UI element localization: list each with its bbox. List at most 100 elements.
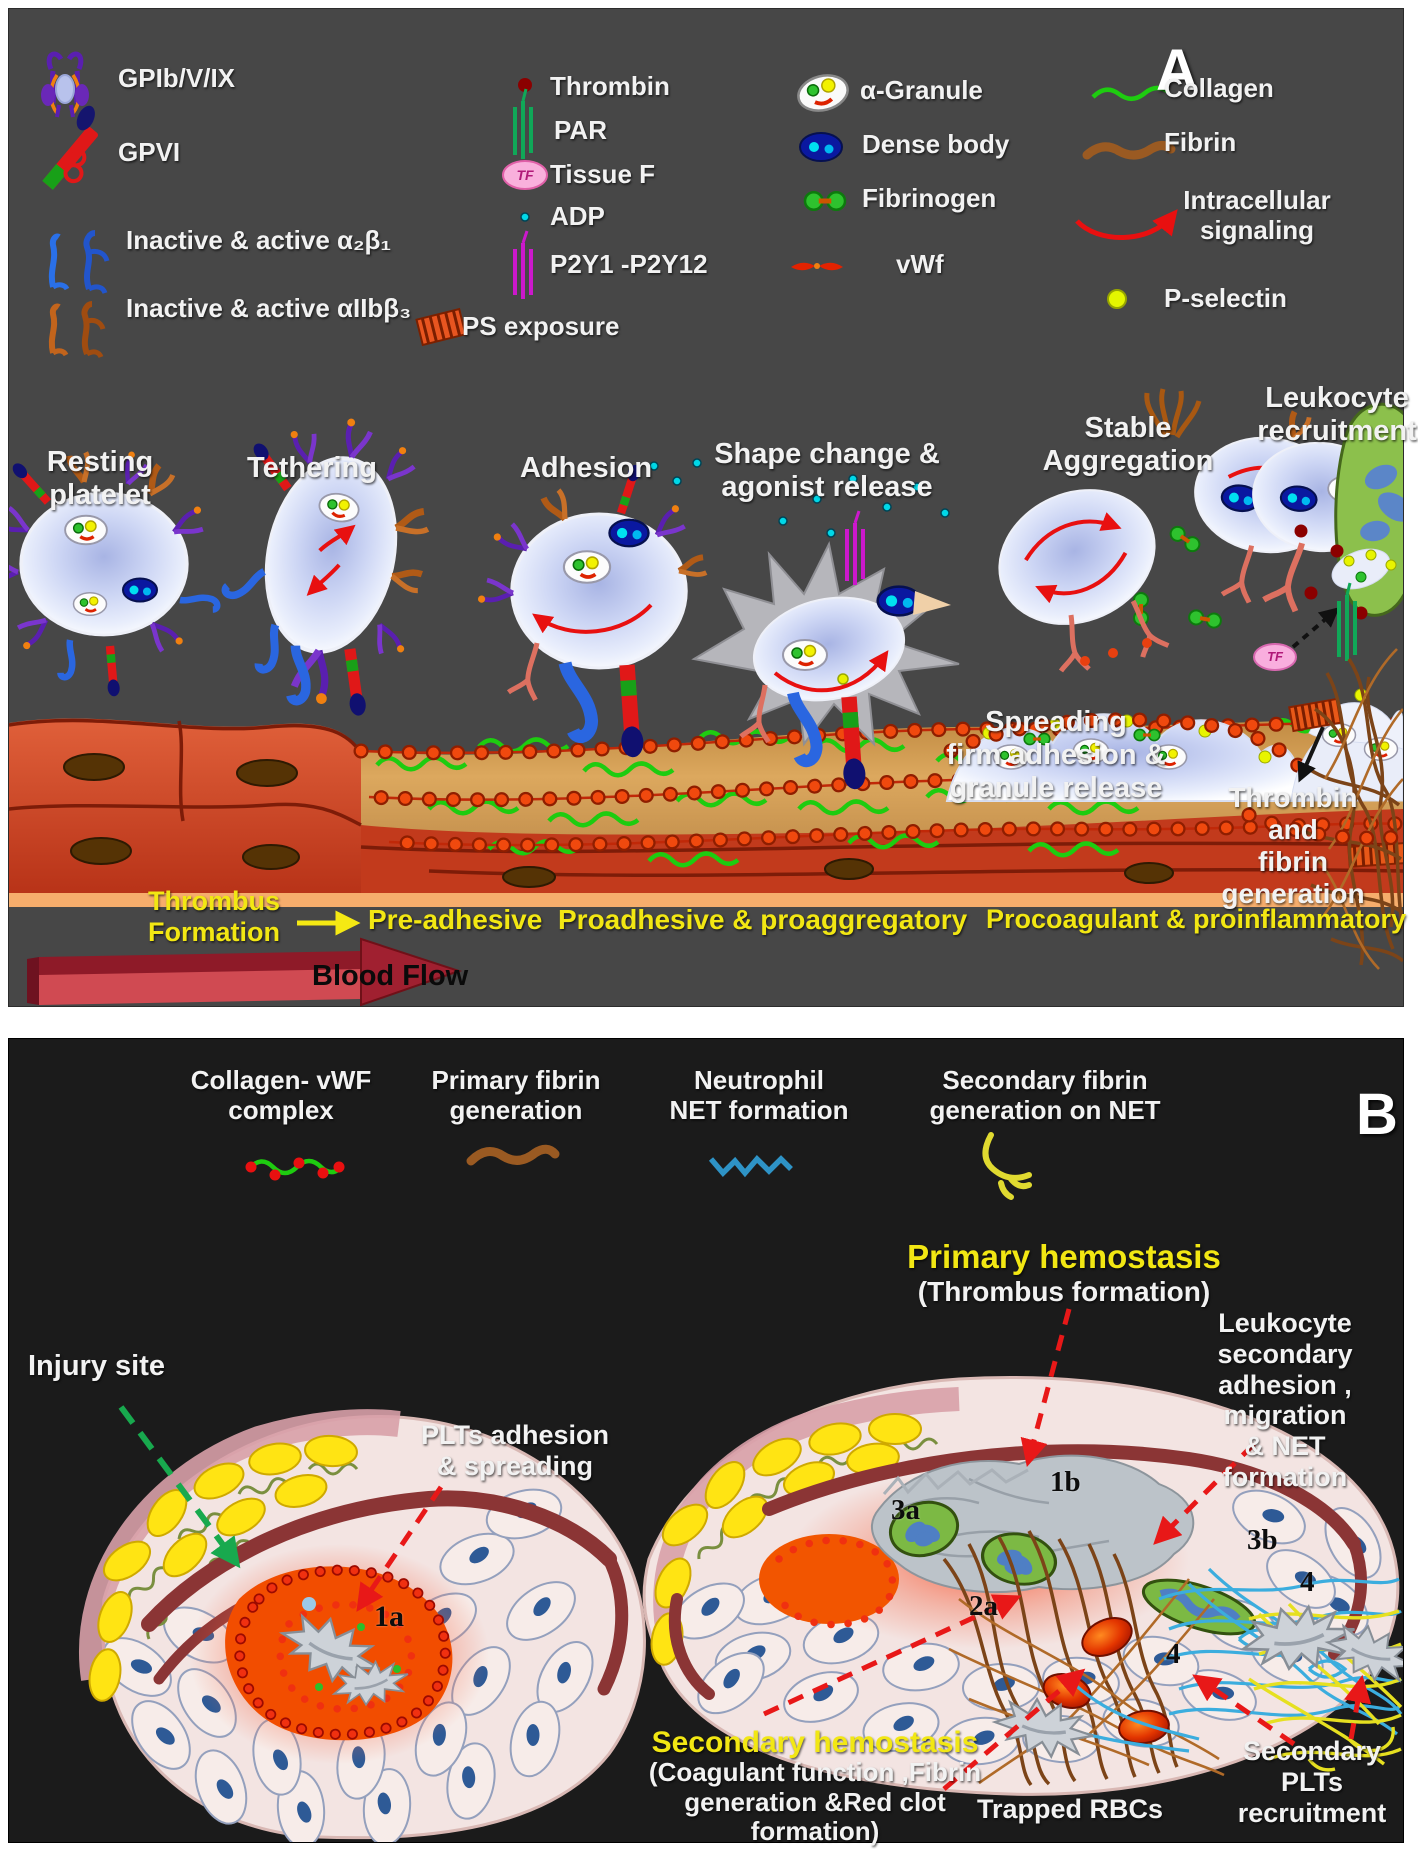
thrombin-icon: [518, 78, 532, 92]
secondary-hemostasis-arrow: [762, 1594, 1022, 1717]
panel-a-illustration: TF: [9, 51, 1403, 1006]
fibrinogen-icon: [803, 191, 847, 211]
secondary-plts-label: Secondary PLTs recruitment: [1237, 1736, 1387, 1828]
secondary-hemostasis-sub: (Coagulant function ,Fibrin generation &…: [648, 1757, 982, 1847]
legend-label-tissuef: Tissue F: [550, 159, 656, 189]
platelet-resting: [9, 451, 219, 697]
phase-preadhesive: Pre-adhesive: [368, 904, 543, 935]
secondary-plts-arrow-2: [1344, 1674, 1372, 1740]
stage-leukocyte: Leukocyte recruitment: [1257, 382, 1417, 448]
alpha-granule-icon: [797, 74, 849, 112]
alphaIIb-cluster: [1144, 388, 1202, 439]
legend-label-gpib: GPIb/V/IX: [118, 63, 236, 93]
p-selectin-icon: [1107, 289, 1127, 309]
legend-label-ps: PS exposure: [462, 311, 620, 341]
tissue-factor: TF: [1253, 643, 1297, 671]
plts-adhesion-label: PLTs adhesion & spreading: [420, 1420, 610, 1481]
ps-exposure-patch: [1288, 697, 1342, 733]
tf-arrow: [1291, 607, 1340, 649]
stage-aggregation: Stable Aggregation: [1042, 412, 1214, 478]
platelet-shape-change: [691, 474, 960, 790]
dense-body-icon: [799, 132, 843, 162]
legend-b-neutrophil-net: Neutrophil NET formation: [669, 1065, 849, 1125]
panel-b-label: B: [1356, 1082, 1398, 1147]
neutrophil-net-icon: [708, 1154, 793, 1178]
panel-b-illustration: [79, 1132, 1403, 1842]
legend-label-thrombin: Thrombin: [550, 71, 670, 101]
p2y-receptor: [845, 510, 865, 585]
blood-flow-arrow: [27, 937, 463, 1006]
panel-a: TF: [8, 8, 1404, 1007]
left-vessel: [79, 1405, 646, 1842]
secondary-hemostasis-label: Secondary hemostasis: [651, 1726, 979, 1759]
legend-icons: TF: [41, 51, 1178, 359]
legend-label-densebody: Dense body: [862, 129, 1010, 159]
alphaIIbbeta3-icon: [48, 301, 106, 359]
procoagulant-zone: TF: [1241, 402, 1403, 970]
legend-label-fibrin: Fibrin: [1164, 127, 1237, 157]
leukocyte-net-arrow: [1153, 1442, 1256, 1545]
secondary-plts-arrow: [1192, 1674, 1296, 1747]
intracellular-signaling-icon: [1075, 209, 1178, 240]
panel-b: [8, 1038, 1404, 1843]
blood-flow-label: Blood Flow: [312, 960, 469, 992]
legend-icons-b: [245, 1132, 1032, 1200]
marker-2a: 2a: [969, 1590, 998, 1622]
timeline-title: Thrombus Formation: [148, 886, 280, 947]
injury-site-label: Injury site: [28, 1350, 165, 1382]
ps-exposure-icon: [415, 307, 467, 347]
collagen-vwf-complex-icon: [245, 1157, 345, 1181]
phase-procoagulant: Procoagulant & proinflammatory: [986, 904, 1407, 934]
collagen-icon: [1091, 85, 1169, 101]
gpvi-receptor-icon: [42, 105, 98, 190]
legend-label-par: PAR: [554, 115, 607, 145]
legend-label-vwf: vWf: [896, 249, 944, 279]
legend-b-collagen-vwf: Collagen- vWF complex: [190, 1065, 372, 1125]
tissue-factor-icon: TF: [502, 160, 548, 190]
legend-label-gpvi: GPVI: [118, 137, 181, 167]
primary-hemostasis-label: Primary hemostasis: [907, 1238, 1221, 1275]
gpib-receptor-icon: [41, 51, 89, 118]
platelet-tethering: [200, 399, 450, 717]
fibrin-mesh: [1298, 648, 1403, 970]
vwf-icon: [791, 262, 843, 271]
fibrin-pointer-arrow: [1297, 726, 1325, 783]
legend-label-fibrinogen: Fibrinogen: [862, 183, 997, 213]
legend-label-p2y: P2Y1 -P2Y12: [550, 249, 708, 279]
fibrin-icon: [1082, 141, 1176, 160]
plts-adhesion-arrow: [356, 1485, 444, 1612]
primary-fibrin-icon: [466, 1144, 560, 1166]
marker-3b: 3b: [1247, 1524, 1278, 1556]
stage-adhesion: Adhesion: [519, 452, 653, 484]
stage-shape-change: Shape change & agonist release: [714, 438, 940, 504]
svg-text:TF: TF: [1267, 649, 1284, 664]
right-vessel: [642, 1308, 1403, 1796]
legend-label-aiibb3: Inactive & active αIIbβ₃: [126, 293, 412, 323]
panel-a-label: A: [1156, 38, 1198, 103]
stage-resting: Resting platelet: [46, 446, 154, 512]
spread-platelet-mound: [943, 712, 1311, 802]
annotation-spreading: Spreading firm adhesion & granule releas…: [946, 706, 1166, 805]
platelet-adhesion: [478, 458, 707, 758]
vessel-rim: [141, 1490, 617, 1632]
primary-hemostasis-sub: (Thrombus formation): [917, 1276, 1211, 1307]
annotation-thrombin-fibrin: Thrombin and fibrin generation: [1221, 782, 1365, 909]
svg-text:TF: TF: [516, 167, 534, 183]
marker-4-center: 4: [1166, 1638, 1181, 1670]
legend-label-a2b1: Inactive & active α₂β₁: [126, 225, 392, 255]
thrombus-1b: [870, 1454, 1195, 1594]
marker-3a: 3a: [891, 1494, 920, 1526]
p2y-receptor-icon: [513, 230, 533, 299]
marker-1b: 1b: [1050, 1466, 1081, 1498]
stage-tethering: Tethering: [247, 452, 377, 484]
phase-proadhesive: Proadhesive & proaggregatory: [558, 904, 968, 935]
vessel-rim: [762, 1444, 1361, 1551]
secondary-fibrin-net-icon: [982, 1132, 1032, 1200]
adp-icon: [520, 212, 530, 222]
legend-label-signaling: Intracellular signaling: [1183, 185, 1331, 245]
leukocyte-secondary-label: Leukocyte secondary adhesion , migration…: [1217, 1308, 1353, 1492]
trapped-rbc: [1081, 1617, 1133, 1657]
marker-1a: 1a: [374, 1600, 404, 1633]
par-receptor-icon: [513, 88, 533, 159]
